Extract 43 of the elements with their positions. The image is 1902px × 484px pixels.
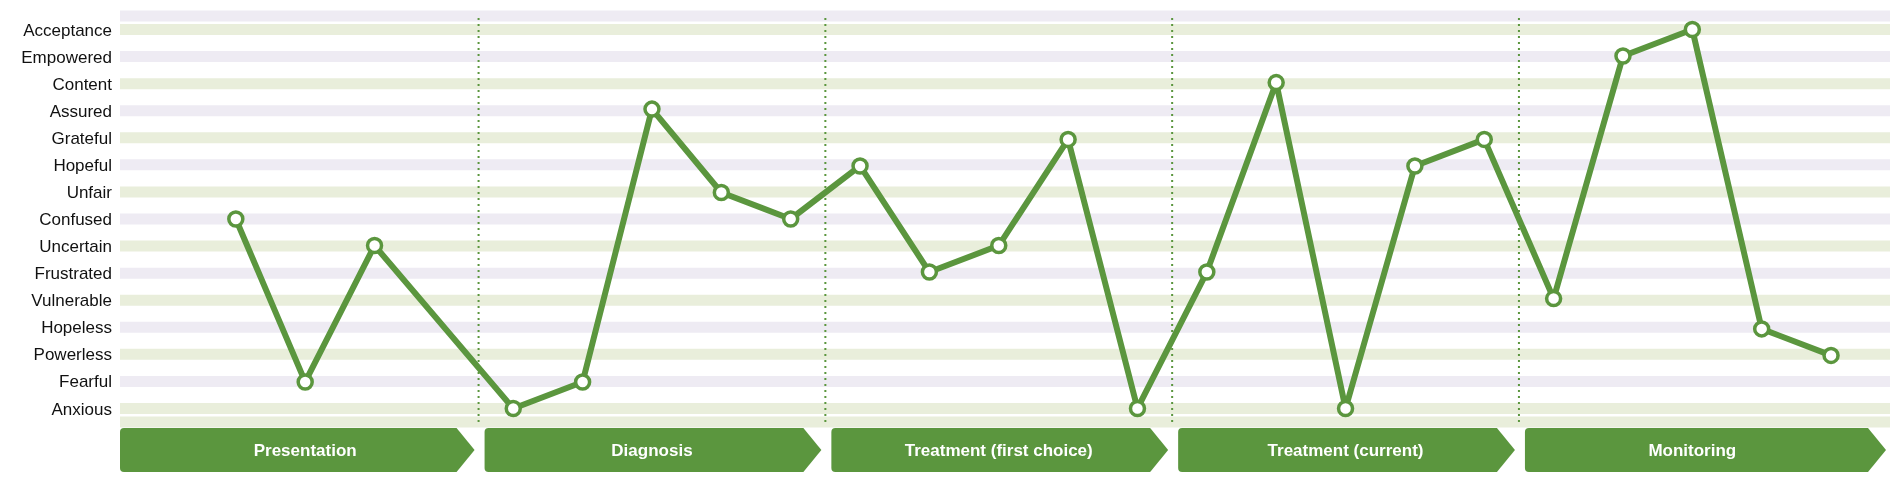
point <box>990 236 1008 255</box>
category-label: Frustrated <box>34 264 112 284</box>
category-label: Uncertain <box>39 237 112 257</box>
point <box>643 100 661 118</box>
point <box>1406 157 1424 175</box>
point <box>365 236 384 255</box>
x-tick-label: Monitoring <box>1648 441 1737 460</box>
category-label: Acceptance <box>23 20 112 40</box>
point <box>1267 73 1285 92</box>
category-label: Grateful <box>51 128 112 148</box>
point <box>1752 320 1771 338</box>
point <box>296 373 314 391</box>
point <box>573 373 592 391</box>
x-tick-label: Treatment (first choice) <box>904 441 1093 460</box>
point <box>1683 20 1702 39</box>
point <box>227 210 245 228</box>
category-label: Hopeless <box>41 318 112 338</box>
category-label: Confused <box>39 210 112 230</box>
x-tick-label: Presentation <box>253 441 357 460</box>
point <box>781 210 800 228</box>
point <box>920 263 939 281</box>
point <box>1614 47 1632 65</box>
category-label: Anxious <box>51 399 112 419</box>
x-tick-label: Treatment (current) <box>1267 441 1424 460</box>
point <box>1475 130 1494 149</box>
category-label: Vulnerable <box>31 291 112 311</box>
point <box>1128 399 1147 418</box>
category-label: Fearful <box>59 372 112 392</box>
point <box>1822 346 1840 365</box>
point <box>1544 289 1563 308</box>
x-tick-label: Diagnosis <box>611 441 693 460</box>
point <box>1336 399 1355 418</box>
point <box>851 157 869 175</box>
category-label: Assured <box>49 101 112 121</box>
category-label: Hopeful <box>53 155 112 175</box>
category-label: Unfair <box>66 182 112 202</box>
point <box>1059 130 1077 149</box>
category-label: Empowered <box>21 47 112 67</box>
category-label: Content <box>52 74 112 94</box>
point <box>1198 263 1216 281</box>
category-label: Powerless <box>33 345 112 365</box>
point <box>712 183 731 202</box>
point <box>504 399 523 418</box>
